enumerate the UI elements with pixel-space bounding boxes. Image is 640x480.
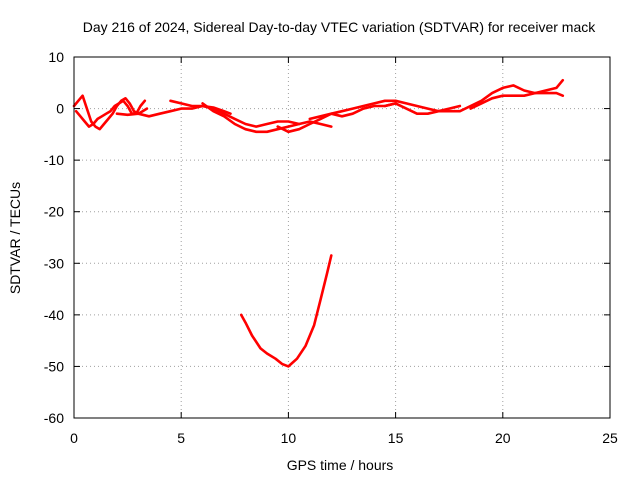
series-0-arc-4 bbox=[201, 102, 333, 134]
data-series bbox=[72, 78, 565, 368]
y-tick-label-0: -60 bbox=[44, 410, 64, 426]
x-tick-label-5: 25 bbox=[602, 430, 618, 446]
y-tick-label-2: -40 bbox=[44, 307, 64, 323]
series-0-arc-0 bbox=[72, 94, 149, 131]
x-tick-label-3: 15 bbox=[388, 430, 404, 446]
series-0-arc-9 bbox=[239, 254, 333, 368]
series-0-arc-5 bbox=[276, 102, 397, 134]
series-0-arc-3 bbox=[169, 99, 301, 128]
x-tick-label-0: 0 bbox=[70, 430, 78, 446]
x-axis-ticks: 0 5 10 15 20 25 bbox=[70, 57, 618, 446]
x-axis-label: GPS time / hours bbox=[287, 457, 394, 473]
y-tick-label-5: -10 bbox=[44, 152, 64, 168]
x-tick-label-2: 10 bbox=[281, 430, 297, 446]
y-tick-label-6: 0 bbox=[56, 101, 64, 117]
series-0-arc-7 bbox=[383, 78, 565, 115]
series-0-arc-6 bbox=[308, 99, 462, 121]
x-tick-label-1: 5 bbox=[177, 430, 185, 446]
y-axis-label: SDTVAR / TECUs bbox=[7, 182, 23, 294]
y-tick-label-3: -30 bbox=[44, 255, 64, 271]
y-axis-ticks: -60 -50 -40 -30 -20 -10 0 10 bbox=[44, 49, 610, 426]
chart-title: Day 216 of 2024, Sidereal Day-to-day VTE… bbox=[83, 19, 596, 35]
plot-frame bbox=[73, 56, 611, 419]
y-tick-label-7: 10 bbox=[48, 49, 64, 65]
x-tick-label-4: 20 bbox=[495, 430, 511, 446]
y-tick-label-1: -50 bbox=[44, 358, 64, 374]
grid-lines bbox=[74, 57, 610, 418]
series-0-arc-8 bbox=[469, 91, 565, 110]
y-tick-label-4: -20 bbox=[44, 204, 64, 220]
